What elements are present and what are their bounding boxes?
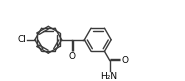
Text: O: O [121,56,128,65]
Text: Cl: Cl [18,35,26,44]
Text: H₂N: H₂N [100,72,117,81]
Text: O: O [69,52,76,61]
